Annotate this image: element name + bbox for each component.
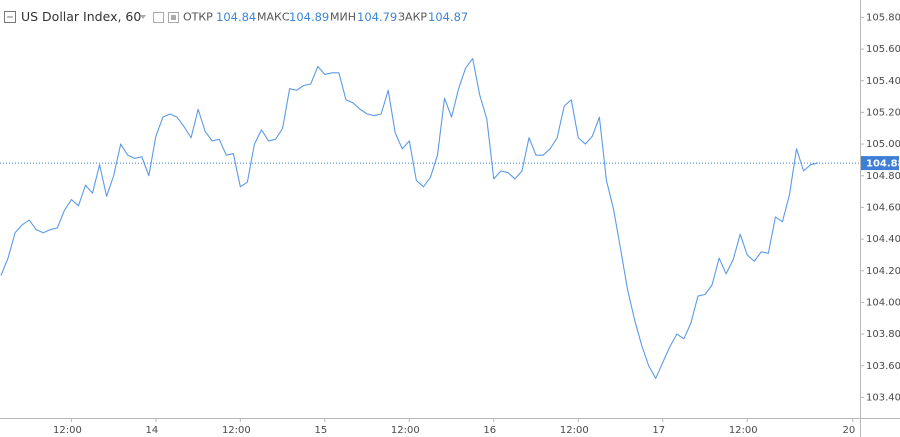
symbol-title: US Dollar Index, 60 [21,9,141,24]
last-price-label: 104.88 [866,159,900,170]
y-tick-label: 105.80 [866,12,900,23]
y-tick-label: 104.20 [866,266,900,277]
icon-button[interactable] [153,12,164,23]
x-tick-label: 12:00 [222,425,251,436]
ohlc-label: ОТКР [183,11,213,24]
ohlc-value: 104.79 [357,10,397,24]
y-tick-label: 105.40 [866,76,900,87]
x-tick-label: 12:00 [560,425,589,436]
collapse-button[interactable] [4,11,16,23]
y-tick-label: 104.40 [866,234,900,245]
x-tick-label: 12:00 [391,425,420,436]
x-tick-label: 12:00 [53,425,82,436]
icon-button[interactable] [168,12,179,23]
x-tick-label: 16 [483,425,496,436]
x-tick-label: 15 [314,425,327,436]
price-line [0,58,818,379]
dropdown-arrow[interactable] [140,15,146,19]
ohlc-value: 104.89 [289,10,329,24]
y-tick-label: 105.60 [866,44,900,55]
ohlc-value: 104.84 [216,10,256,24]
y-tick-label: 104.80 [866,171,900,182]
icon-button-inner [171,15,176,20]
ohlc-label: МИН [330,11,356,24]
y-tick-label: 104.00 [866,297,900,308]
x-tick-label: 14 [146,425,159,436]
x-tick-label: 20 [842,425,855,436]
y-tick-label: 103.60 [866,361,900,372]
ohlc-label: МАКС [257,11,290,24]
ohlc-value: 104.87 [428,10,468,24]
y-tick-label: 105.20 [866,107,900,118]
y-tick-label: 103.80 [866,329,900,340]
x-tick-label: 17 [652,425,665,436]
y-tick-label: 103.40 [866,392,900,403]
last-price-badge [861,156,899,171]
x-tick-label: 12:00 [729,425,758,436]
ohlc-label: ЗАКР [398,11,427,24]
y-tick-label: 105.00 [866,139,900,150]
y-tick-label: 104.60 [866,202,900,213]
